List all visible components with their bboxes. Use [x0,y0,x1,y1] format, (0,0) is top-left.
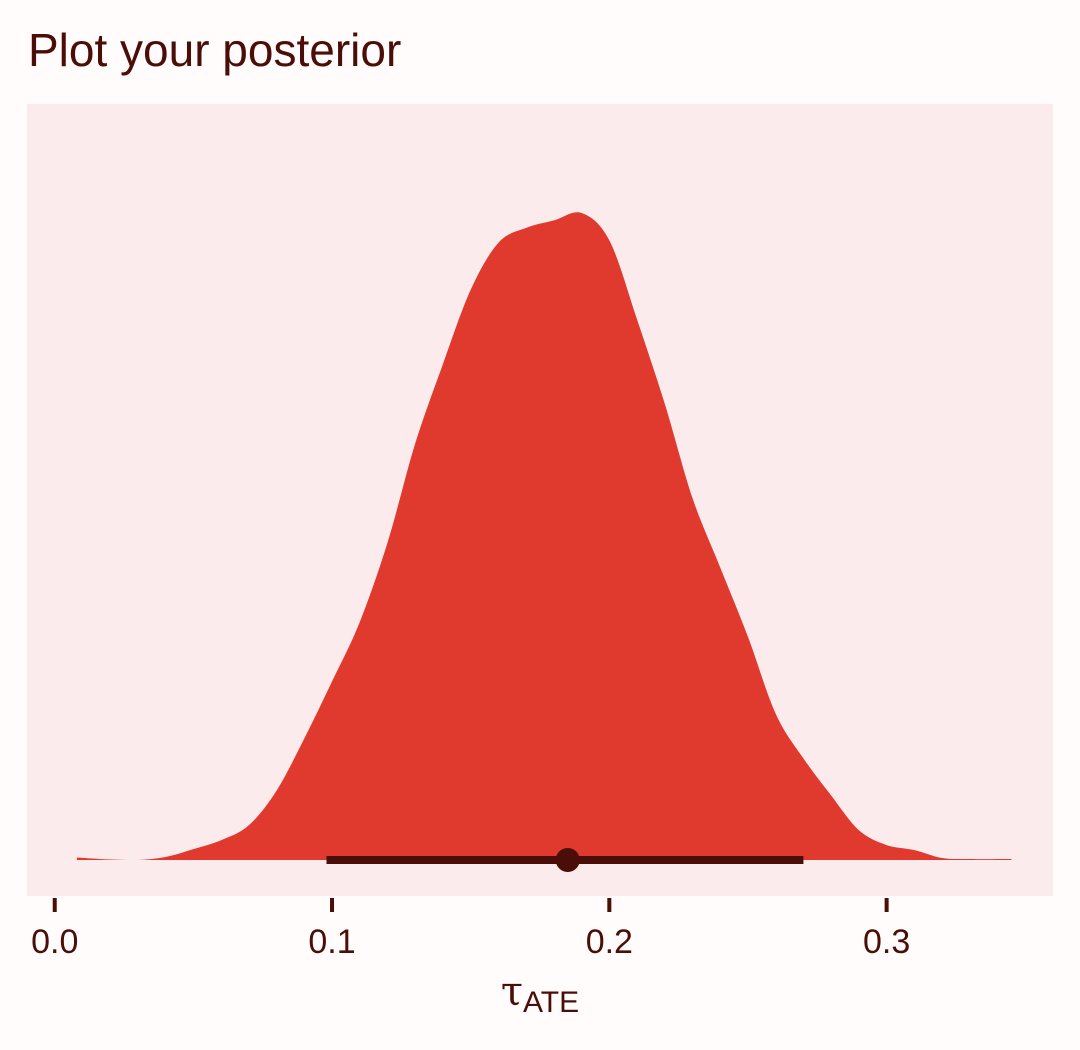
x-axis-label-subscript: ATE [523,986,579,1019]
x-tick-label: 0.1 [308,923,355,961]
x-tick-label: 0.0 [31,923,78,961]
x-tick-label: 0.2 [586,923,633,961]
posterior-point-estimate [555,848,580,872]
posterior-density-area [76,212,1012,860]
x-axis-label: τATE [501,969,579,1019]
x-axis: 0.0 0.1 0.2 0.3 [31,898,910,961]
x-tick-label: 0.3 [863,923,910,961]
x-axis-label-symbol: τ [501,969,523,1015]
chart-title: Plot your posterior [28,24,401,76]
